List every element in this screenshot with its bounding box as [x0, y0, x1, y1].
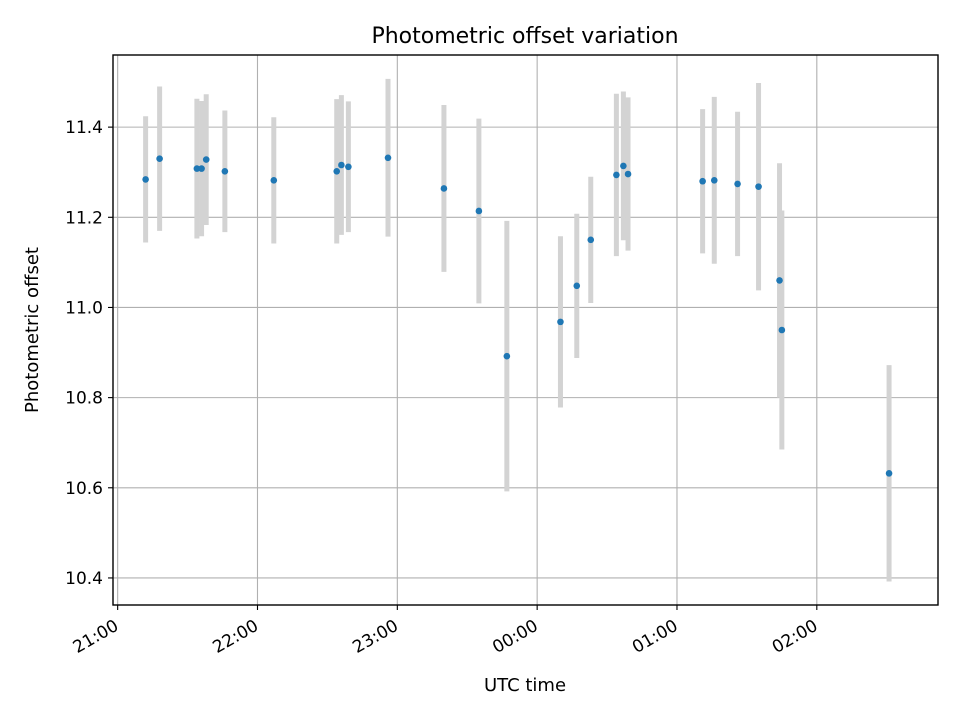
data-point: [557, 318, 564, 326]
data-point: [440, 185, 448, 192]
data-point: [573, 282, 581, 290]
data-point: [193, 165, 201, 172]
data-point: [885, 470, 893, 477]
y-tick-label: 11.4: [65, 118, 103, 138]
data-point: [338, 161, 345, 169]
data-point: [221, 168, 229, 175]
data-point: [156, 155, 163, 162]
y-tick-label: 10.8: [65, 389, 103, 409]
data-point: [710, 177, 718, 184]
y-axis-label: Photometric offset: [22, 247, 43, 413]
y-tick-label: 11.0: [65, 298, 103, 318]
data-point: [613, 171, 620, 179]
data-point: [270, 177, 278, 184]
data-point: [142, 176, 149, 183]
data-point: [620, 162, 627, 170]
y-tick-label: 11.2: [65, 208, 103, 228]
data-point: [333, 168, 341, 175]
data-point: [384, 154, 392, 162]
data-point: [776, 277, 783, 284]
data-point: [503, 352, 511, 360]
data-point: [475, 207, 483, 215]
chart-title: Photometric offset variation: [371, 24, 678, 49]
data-point: [755, 183, 762, 190]
data-point: [624, 170, 632, 178]
y-tick-label: 10.6: [65, 479, 103, 499]
data-points: [142, 154, 893, 477]
plot-frame: [112, 54, 939, 606]
data-point: [198, 165, 205, 172]
data-point: [202, 156, 210, 163]
x-axis-label: UTC time: [484, 675, 566, 696]
data-point: [345, 163, 352, 171]
data-point: [734, 180, 741, 188]
y-tick-label: 10.4: [65, 569, 103, 589]
data-point: [778, 326, 786, 334]
grid: [113, 55, 938, 605]
data-point: [587, 236, 595, 244]
y-axis: 10.4 10.6 10.8 11.0 11.2 11.4: [65, 118, 113, 589]
data-point: [699, 177, 706, 185]
